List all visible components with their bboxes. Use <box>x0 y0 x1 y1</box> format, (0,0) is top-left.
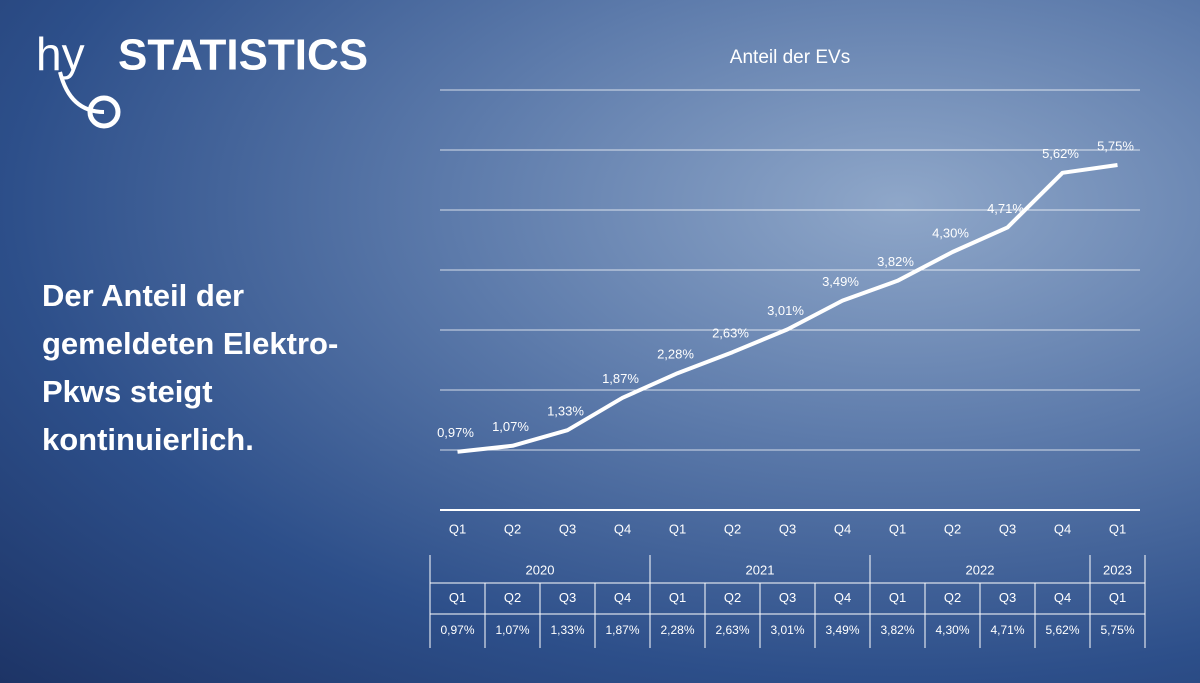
table-quarter: Q1 <box>449 590 466 605</box>
table-value: 2,63% <box>715 623 749 637</box>
x-tick-label: Q4 <box>1054 521 1071 536</box>
x-tick-label: Q3 <box>999 521 1016 536</box>
table-quarter: Q2 <box>504 590 521 605</box>
x-tick-label: Q1 <box>449 521 466 536</box>
chart-title: Anteil der EVs <box>730 47 850 68</box>
table-quarter: Q3 <box>779 590 796 605</box>
table-value: 3,01% <box>770 623 804 637</box>
data-label: 1,87% <box>602 371 639 386</box>
table-value: 0,97% <box>440 623 474 637</box>
data-label: 3,01% <box>767 303 804 318</box>
table-value: 3,82% <box>880 623 914 637</box>
data-label: 1,33% <box>547 404 584 419</box>
table-value: 1,87% <box>605 623 639 637</box>
data-label: 5,62% <box>1042 146 1079 161</box>
table-quarter: Q4 <box>614 590 631 605</box>
table-value: 3,49% <box>825 623 859 637</box>
table-quarter: Q4 <box>1054 590 1071 605</box>
line <box>457 163 1118 454</box>
x-tick-label: Q1 <box>889 521 906 536</box>
x-tick-label: Q1 <box>1109 521 1126 536</box>
logo-prefix: hy <box>36 28 85 80</box>
table-value: 2,28% <box>660 623 694 637</box>
logo-stroke <box>58 71 105 114</box>
x-tick-label: Q2 <box>944 521 961 536</box>
logo-name: STATISTICS <box>118 31 368 80</box>
table-quarter: Q1 <box>1109 590 1126 605</box>
table-value: 4,71% <box>990 623 1024 637</box>
data-label: 3,82% <box>877 254 914 269</box>
data-label: 1,07% <box>492 419 529 434</box>
table-quarter: Q1 <box>889 590 906 605</box>
table-value: 5,75% <box>1100 623 1134 637</box>
table-quarter: Q1 <box>669 590 686 605</box>
data-label: 2,28% <box>657 347 694 362</box>
table-quarter: Q2 <box>724 590 741 605</box>
x-tick-label: Q2 <box>724 521 741 536</box>
year-label: 2021 <box>746 562 775 577</box>
headline: Der Anteil der gemeldeten Elektro-Pkws s… <box>42 278 339 457</box>
table-value: 4,30% <box>935 623 969 637</box>
data-label: 4,30% <box>932 225 969 240</box>
table-value: 1,07% <box>495 623 529 637</box>
data-label: 2,63% <box>712 326 749 341</box>
data-label: 3,49% <box>822 274 859 289</box>
table-quarter: Q2 <box>944 590 961 605</box>
year-label: 2022 <box>966 562 995 577</box>
table-quarter: Q3 <box>559 590 576 605</box>
year-label: 2023 <box>1103 562 1132 577</box>
table-value: 5,62% <box>1045 623 1079 637</box>
data-label: 0,97% <box>437 425 474 440</box>
year-label: 2020 <box>526 562 555 577</box>
table-quarter: Q3 <box>999 590 1016 605</box>
x-tick-label: Q3 <box>559 521 576 536</box>
x-tick-label: Q3 <box>779 521 796 536</box>
x-tick-label: Q1 <box>669 521 686 536</box>
data-label: 5,75% <box>1097 138 1134 153</box>
data-label: 4,71% <box>987 201 1024 216</box>
x-tick-label: Q2 <box>504 521 521 536</box>
table-value: 1,33% <box>550 623 584 637</box>
x-tick-label: Q4 <box>614 521 631 536</box>
x-tick-label: Q4 <box>834 521 851 536</box>
table-quarter: Q4 <box>834 590 851 605</box>
